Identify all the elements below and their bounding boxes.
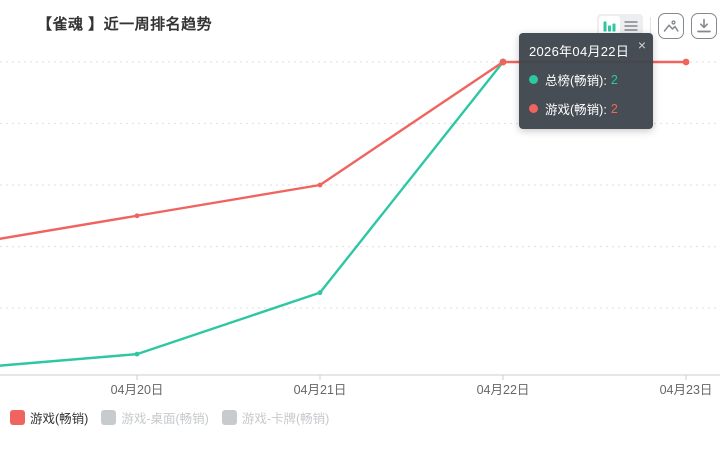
legend-label: 游戏-桌面(畅销) [121,412,209,426]
chart-title: 【雀魂 】近一周排名趋势 [37,16,213,33]
legend-item-game-card[interactable]: 游戏-卡牌(畅销) [221,408,330,427]
data-point-overall-bestseller [134,351,140,357]
x-axis-label: 04月21日 [293,383,347,397]
data-point-game-bestseller [317,182,323,188]
legend-marker [10,410,25,425]
tooltip-series-value: 2 [610,101,618,116]
download-button[interactable] [691,13,717,39]
series-dot-game [529,104,538,113]
legend-label: 游戏-卡牌(畅销) [241,412,330,426]
x-axis-label: 04月20日 [110,383,164,397]
legend-marker [221,410,237,425]
legend-item-game-desktop[interactable]: 游戏-桌面(畅销) [101,408,209,427]
tooltip-series-label: 游戏(畅销): [545,103,607,117]
legend-item-game[interactable]: 游戏(畅销) [10,408,88,427]
series-dot-overall [529,75,538,84]
tooltip-close-icon[interactable]: × [637,37,646,53]
legend-marker [101,410,117,425]
download-icon [697,18,711,33]
list-view-toggle-button[interactable] [620,16,641,37]
tooltip-date: 2026年04月22日 [529,44,630,59]
toolbar-separator [650,17,651,35]
chart-tooltip: 2026年04月22日 × 总榜(畅销): 2 游戏(畅销): 2 [519,33,653,129]
x-axis-label: 04月23日 [659,383,713,397]
menu-icon [624,21,637,31]
chart-legend: 游戏(畅销) 游戏-桌面(畅销) 游戏-卡牌(畅销) [10,408,329,427]
bar-chart-icon [603,21,616,31]
image-icon [663,20,679,32]
data-point-game-bestseller [682,58,690,66]
tooltip-series-label: 总榜(畅销): [545,74,607,88]
data-point-game-bestseller [134,213,140,219]
tooltip-row-overall: 总榜(畅销): 2 [529,70,643,89]
x-axis-labels: 04月20日 04月21日 04月22日 04月23日 [0,379,720,397]
series-line-overall-bestseller [0,60,505,367]
tooltip-series-value: 2 [610,72,618,87]
x-axis-label: 04月22日 [476,383,530,397]
legend-label: 游戏(畅销) [30,412,89,426]
chart-view-toggle-button[interactable] [599,15,620,37]
save-image-button[interactable] [658,13,684,39]
data-point-overall-bestseller [317,290,323,296]
data-point-game-bestseller [499,58,507,66]
tooltip-row-game: 游戏(畅销): 2 [529,99,643,118]
